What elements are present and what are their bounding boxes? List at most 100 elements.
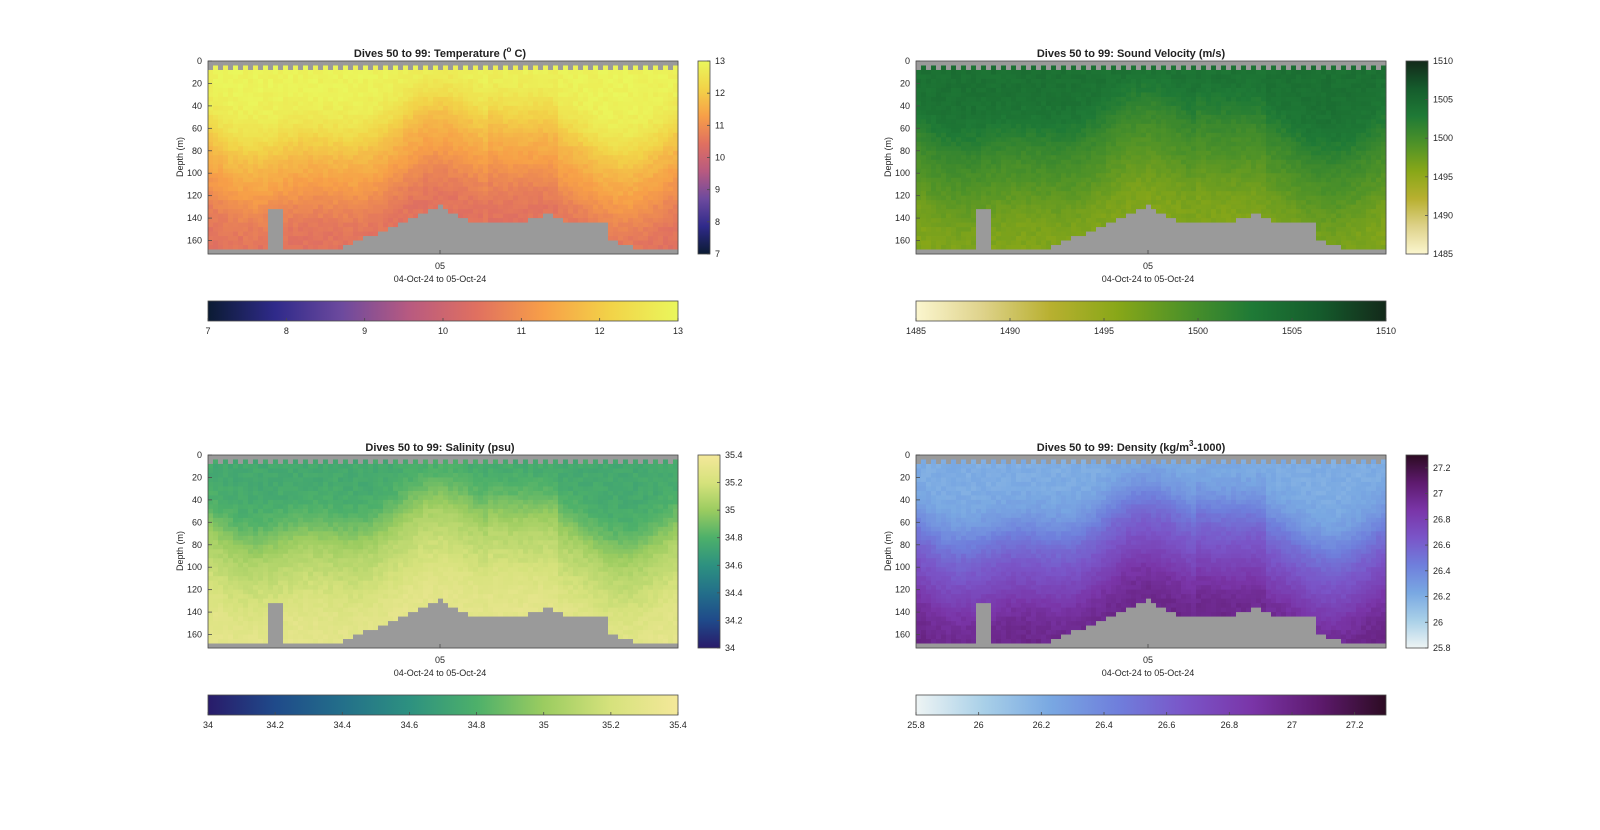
heatmap-cell	[298, 69, 304, 75]
heatmap-cell	[448, 150, 454, 156]
heatmap-cell	[278, 128, 284, 134]
heatmap-cell	[508, 83, 514, 89]
heatmap-cell	[418, 92, 424, 98]
heatmap-cell	[976, 204, 982, 210]
heatmap-cell	[243, 168, 249, 174]
heatmap-cell	[278, 141, 284, 147]
heatmap-cell	[1011, 96, 1017, 102]
heatmap-cell	[438, 61, 444, 66]
heatmap-cell	[408, 204, 414, 210]
heatmap-cell	[648, 191, 654, 197]
heatmap-cell	[288, 155, 294, 161]
heatmap-cell	[648, 123, 654, 129]
heatmap-cell	[553, 159, 559, 165]
heatmap-cell	[478, 159, 484, 165]
heatmap-cell	[243, 218, 249, 223]
heatmap-cell	[478, 155, 484, 161]
heatmap-cell	[388, 101, 394, 107]
heatmap-cell	[633, 78, 639, 84]
heatmap-cell	[523, 222, 529, 228]
heatmap-cell	[523, 249, 529, 255]
heatmap-cell	[956, 74, 962, 80]
heatmap-cell	[293, 231, 299, 237]
heatmap-cell	[293, 101, 299, 107]
heatmap-cell	[338, 96, 344, 102]
heatmap-cell	[971, 74, 977, 80]
heatmap-cell	[498, 204, 504, 210]
heatmap-cell	[338, 218, 344, 223]
heatmap-cell	[623, 186, 629, 192]
heatmap-cell	[308, 61, 314, 66]
heatmap-cell	[323, 231, 329, 237]
heatmap-cell	[951, 186, 957, 192]
heatmap-cell	[218, 110, 224, 116]
heatmap-cell	[263, 69, 269, 75]
heatmap-cell	[433, 231, 439, 237]
heatmap-cell	[563, 141, 569, 147]
heatmap-cell	[493, 195, 499, 201]
heatmap-cell	[588, 222, 594, 228]
heatmap-cell	[941, 231, 947, 237]
heatmap-cell	[333, 209, 339, 215]
heatmap-cell	[443, 105, 449, 111]
heatmap-cell	[981, 182, 987, 188]
heatmap-cell	[618, 141, 624, 147]
heatmap-cell	[403, 227, 409, 232]
heatmap-cell	[598, 173, 604, 179]
heatmap-cell	[328, 87, 334, 93]
heatmap-cell	[996, 87, 1002, 93]
heatmap-cell	[303, 101, 309, 107]
heatmap-cell	[966, 209, 972, 215]
heatmap-cell	[548, 146, 554, 152]
heatmap-cell	[238, 204, 244, 210]
heatmap-cell	[1006, 119, 1012, 125]
heatmap-cell	[458, 245, 464, 250]
heatmap-cell	[593, 150, 599, 156]
heatmap-cell	[986, 173, 992, 179]
heatmap-cell	[598, 65, 604, 71]
heatmap-cell	[543, 200, 549, 206]
heatmap-cell	[348, 245, 354, 250]
heatmap-cell	[393, 132, 399, 138]
heatmap-cell	[218, 146, 224, 152]
heatmap-cell	[483, 249, 489, 255]
heatmap-cell	[438, 249, 444, 255]
heatmap-cell	[318, 168, 324, 174]
heatmap-cell	[368, 231, 374, 237]
heatmap-cell	[353, 200, 359, 206]
heatmap-cell	[423, 69, 429, 75]
heatmap-cell	[936, 249, 942, 255]
heatmap-cell	[208, 78, 214, 84]
heatmap-cell	[493, 65, 499, 71]
heatmap-cell	[208, 213, 214, 219]
heatmap-cell	[956, 245, 962, 250]
heatmap-cell	[643, 101, 649, 107]
heatmap-cell	[946, 236, 952, 241]
heatmap-cell	[996, 159, 1002, 165]
heatmap-cell	[458, 101, 464, 107]
heatmap-cell	[313, 236, 319, 241]
heatmap-cell	[668, 236, 674, 241]
heatmap-cell	[981, 177, 987, 183]
heatmap-cell	[493, 110, 499, 116]
heatmap-cell	[548, 78, 554, 84]
heatmap-cell	[553, 200, 559, 206]
heatmap-cell	[273, 87, 279, 93]
heatmap-cell	[498, 141, 504, 147]
heatmap-cell	[338, 141, 344, 147]
heatmap-cell	[588, 213, 594, 219]
heatmap-cell	[428, 92, 434, 98]
heatmap-cell	[473, 65, 479, 71]
heatmap-cell	[343, 245, 349, 250]
heatmap-cell	[348, 209, 354, 215]
heatmap-cell	[608, 92, 614, 98]
heatmap-cell	[513, 96, 519, 102]
heatmap-cell	[513, 200, 519, 206]
heatmap-cell	[353, 249, 359, 255]
heatmap-cell	[403, 213, 409, 219]
heatmap-cell	[238, 87, 244, 93]
heatmap-cell	[343, 200, 349, 206]
heatmap-cell	[966, 110, 972, 116]
heatmap-cell	[588, 150, 594, 156]
heatmap-cell	[313, 218, 319, 223]
